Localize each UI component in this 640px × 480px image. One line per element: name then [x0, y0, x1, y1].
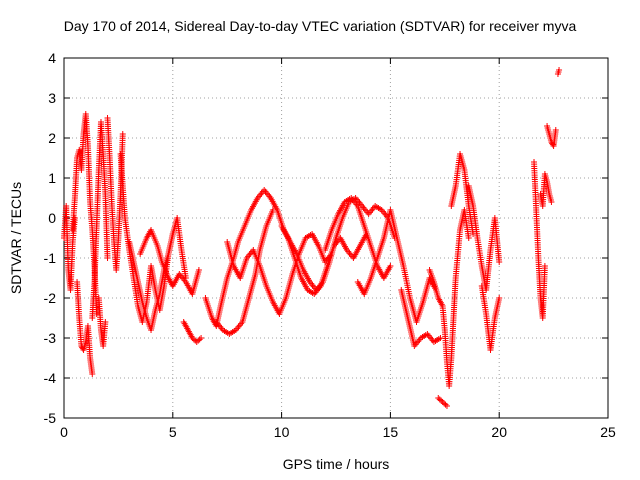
data-point: [441, 400, 448, 407]
y-tick-label: -1: [44, 250, 57, 266]
data-point: [89, 371, 96, 377]
data-point: [189, 335, 196, 341]
data-point: [193, 339, 200, 345]
y-tick-label: -3: [44, 330, 57, 346]
y-tick-label: -2: [44, 290, 57, 306]
data-point: [438, 397, 445, 404]
data-point: [169, 231, 176, 237]
y-tick-labels: -5 -4 -3 -2 -1 0 1 2 3 4: [44, 50, 57, 426]
y-tick-label: 0: [48, 210, 56, 226]
chart-title: Day 170 of 2014, Sidereal Day-to-day VTE…: [63, 18, 577, 34]
data-point: [556, 67, 563, 73]
data-point: [435, 395, 442, 401]
data-point: [442, 401, 449, 408]
data-point: [437, 335, 444, 341]
data-point: [104, 255, 111, 261]
data-point: [190, 336, 197, 343]
data-point: [387, 263, 394, 269]
data-point: [195, 267, 202, 273]
data-point: [119, 131, 126, 137]
y-tick-label: -4: [44, 370, 57, 386]
data-point: [439, 399, 446, 405]
data-point: [71, 215, 78, 221]
data-point: [443, 403, 450, 409]
y-tick-label: 2: [48, 130, 56, 146]
x-tick-label: 15: [383, 424, 399, 440]
data-point: [196, 336, 203, 343]
x-tick-label: 0: [60, 424, 68, 440]
x-tick-label: 20: [491, 424, 507, 440]
data-point: [548, 199, 555, 205]
x-tick-label: 10: [274, 424, 290, 440]
x-tick-label: 25: [600, 424, 616, 440]
data-points: [61, 67, 563, 409]
x-tick-labels: 0 5 10 15 20 25: [60, 424, 616, 440]
data-point: [496, 259, 503, 265]
x-tick-label: 5: [169, 424, 177, 440]
data-point: [195, 337, 202, 344]
data-point: [496, 295, 503, 301]
data-point: [549, 141, 556, 148]
data-point: [198, 335, 205, 341]
y-tick-label: -5: [44, 410, 57, 426]
y-tick-label: 3: [48, 90, 56, 106]
x-axis-label: GPS time / hours: [282, 456, 390, 472]
y-tick-label: 4: [48, 50, 56, 66]
data-point: [102, 319, 109, 325]
y-tick-label: 1: [48, 170, 56, 186]
data-point: [436, 396, 443, 403]
data-point: [552, 127, 559, 133]
y-axis-label: SDTVAR / TECUs: [8, 181, 24, 295]
data-point: [465, 235, 472, 241]
data-point: [541, 263, 548, 269]
ticks: [63, 57, 609, 419]
